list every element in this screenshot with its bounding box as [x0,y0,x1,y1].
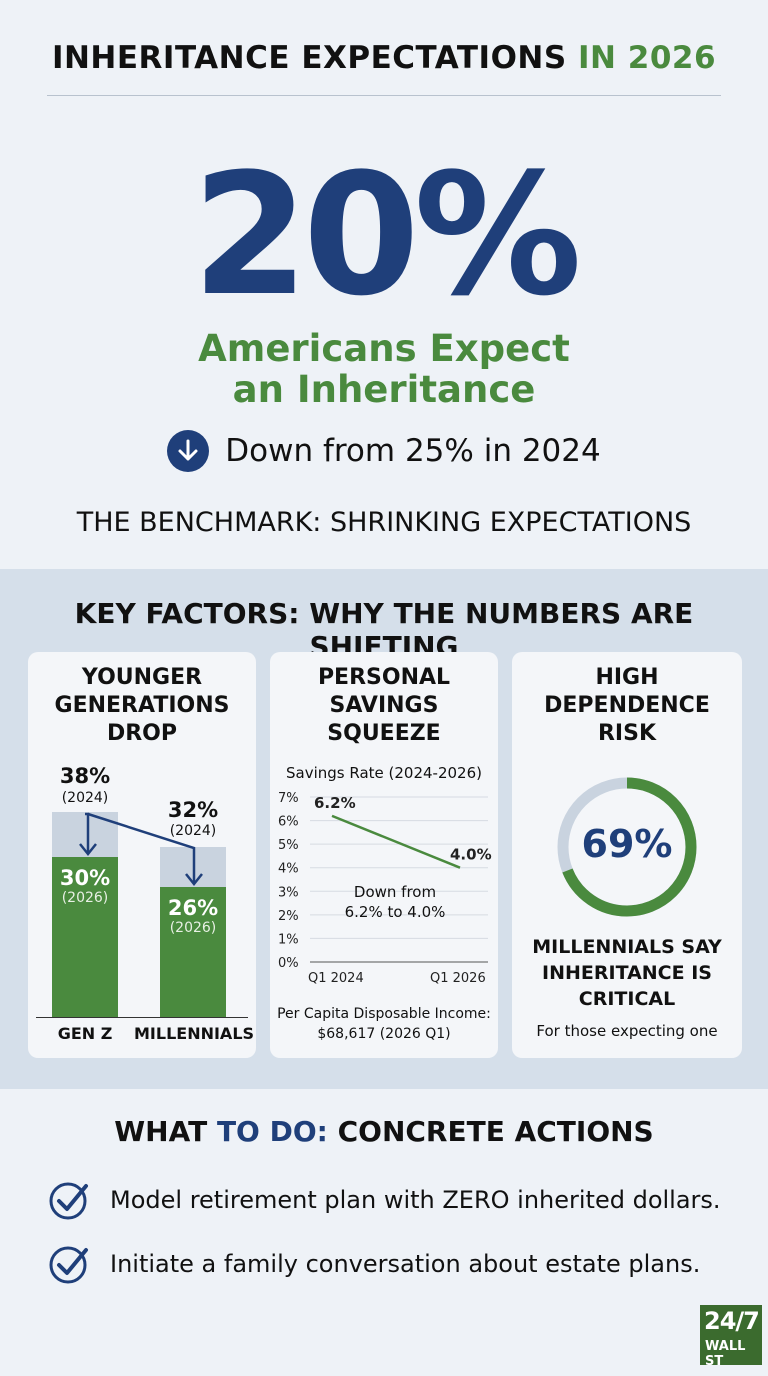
x-tick-label: Q1 2026 [430,971,486,986]
high-dependence-card: HIGH DEPENDENCE RISK 69% MILLENNIALS SAY… [512,652,742,1058]
action-item: Initiate a family conversation about est… [48,1242,700,1286]
genz-2024-year: (2024) [61,790,109,806]
millennials-label: MILLENNIALS [134,1024,255,1043]
card-title-line: SQUEEZE [327,721,441,746]
card-title-line: DEPENDENCE [544,693,710,718]
dependence-ring-chart [557,777,697,917]
hero-subtitle-line1: Americans Expect [198,327,570,370]
card-title: PERSONAL SAVINGS SQUEEZE [270,664,498,748]
dependence-label-line: MILLENNIALS SAY [532,936,722,958]
card-title: YOUNGER GENERATIONS DROP [28,664,256,748]
benchmark-heading: THE BENCHMARK: SHRINKING EXPECTATIONS [76,507,692,538]
title-main: INHERITANCE EXPECTATIONS [51,40,578,76]
dependence-label-line: INHERITANCE IS [542,962,712,984]
y-tick-label: 0% [278,956,299,971]
change-text: Down from 25% in 2024 [225,433,601,469]
start-value-label: 6.2% [314,794,356,812]
key-factors-title: KEY FACTORS: WHY THE NUMBERS ARE SHIFTIN… [74,597,694,663]
arrow-down-icon [167,430,210,472]
genz-2026-year: (2026) [61,890,109,906]
logo-line: 24/7 [704,1307,760,1335]
x-tick-label: Q1 2024 [308,971,364,986]
action-text: Model retirement plan with ZERO inherite… [110,1186,721,1214]
savings-note: Down from 6.2% to 4.0% [310,882,480,922]
action-text: Initiate a family conversation about est… [110,1250,701,1278]
y-tick-label: 1% [278,932,299,947]
card-title-line: SAVINGS [329,693,439,718]
younger-generations-card: YOUNGER GENERATIONS DROP 38% (2024) 30% … [28,652,256,1058]
ring-value-arc [557,777,697,917]
dependence-value: 69% [581,822,673,866]
brand-logo: 24/7 WALL ST [700,1305,762,1369]
savings-line-chart: 7% 6% 5% 4% 3% 2% 1% 0% 6.2% 4.0% Q1 2024 Q1 2026 [278,791,492,986]
title-year: IN 2026 [577,40,717,76]
check-circle-icon [49,1246,88,1284]
card-title-line: RISK [597,721,657,746]
title-divider [47,95,721,96]
actions-title-part: TO DO: [216,1115,328,1148]
page-title: INHERITANCE EXPECTATIONS IN 2026 [0,40,768,76]
millennials-2026-year: (2026) [169,920,217,936]
savings-line [331,814,461,869]
bar-axis [36,1017,248,1018]
y-tick-label: 7% [278,791,299,806]
y-tick-label: 2% [278,909,299,924]
genz-2026-value: 30% [59,866,111,890]
savings-note-line: 6.2% to 4.0% [344,903,446,921]
hero-subtitle-line2: an Inheritance [232,368,536,411]
millennials-2026-value: 26% [167,896,219,920]
actions-title-part: WHAT [114,1115,217,1148]
genz-label: GEN Z [57,1024,113,1043]
income-note-line: Per Capita Disposable Income: [277,1006,491,1022]
card-title-line: GENERATIONS [54,693,230,718]
card-title: HIGH DEPENDENCE RISK [512,664,742,748]
y-tick-label: 3% [278,885,299,900]
genz-2024-value: 38% [59,764,111,788]
action-item: Model retirement plan with ZERO inherite… [48,1178,721,1222]
income-note-line: $68,617 (2026 Q1) [317,1026,451,1042]
change-row: Down from 25% in 2024 [0,430,768,472]
dependence-label-line: CRITICAL [578,988,676,1010]
dependence-label: MILLENNIALS SAY INHERITANCE IS CRITICAL [512,934,742,1012]
card-title-line: PERSONAL [317,665,451,690]
decline-arrows [79,812,203,887]
genz-2026-bar [52,857,118,1017]
millennials-2024-value: 32% [167,798,219,822]
savings-note-line: Down from [353,883,437,901]
end-value-label: 4.0% [450,846,492,864]
y-tick-label: 6% [278,815,299,830]
logo-line: WALL ST [705,1339,746,1369]
hero-stat: 20% [191,137,582,333]
card-title-line: YOUNGER [81,665,203,690]
check-circle-icon [49,1182,88,1220]
personal-savings-card: PERSONAL SAVINGS SQUEEZE Savings Rate (2… [270,652,498,1058]
savings-chart-title: Savings Rate (2024-2026) [286,764,482,782]
income-note: Per Capita Disposable Income: $68,617 (2… [270,1004,498,1044]
hero-subtitle: Americans Expect an Inheritance [0,328,768,410]
actions-title: WHAT TO DO: CONCRETE ACTIONS [0,1115,768,1148]
millennials-2024-year: (2024) [169,823,217,839]
y-tick-label: 4% [278,862,299,877]
card-title-line: HIGH [595,665,659,690]
actions-title-part: CONCRETE ACTIONS [327,1115,654,1148]
card-title-line: DROP [106,721,178,746]
y-tick-label: 5% [278,838,299,853]
millennials-2026-bar [160,887,226,1017]
dependence-note: For those expecting one [536,1022,718,1040]
